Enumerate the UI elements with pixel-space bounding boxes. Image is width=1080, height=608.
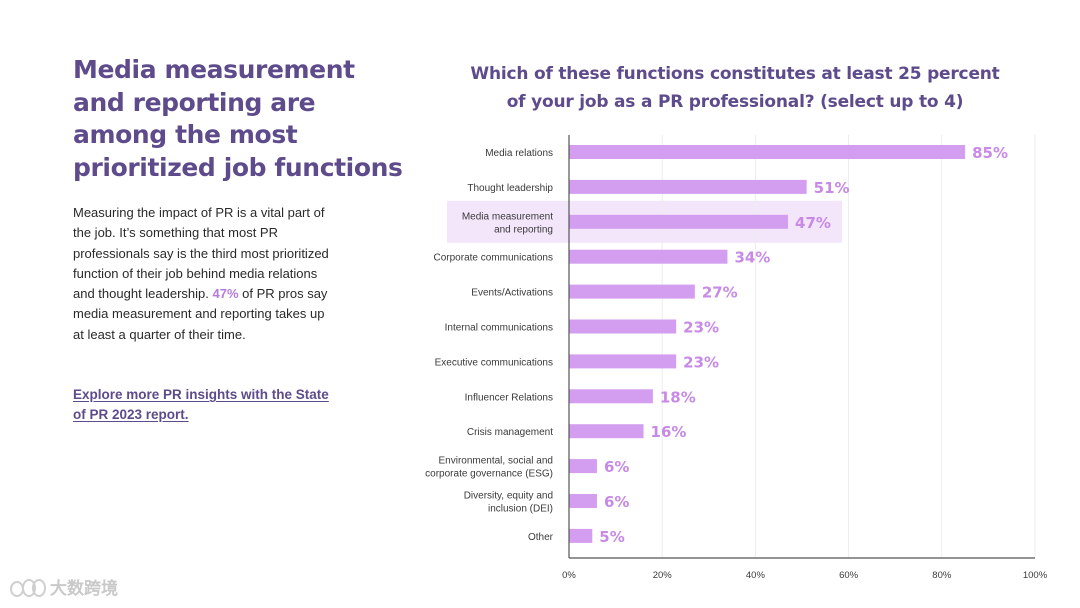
value-label-4: 27% — [702, 284, 738, 302]
category-label-5: Internal communications — [445, 323, 553, 334]
category-label-8: Crisis management — [467, 427, 553, 438]
category-label-0: Media relations — [485, 148, 553, 159]
category-label-11: Other — [528, 532, 554, 543]
category-label-3: Corporate communications — [434, 253, 554, 264]
value-label-7: 18% — [660, 388, 696, 406]
bar-3 — [569, 249, 728, 264]
category-label-9-line-1: corporate governance (ESG) — [425, 469, 553, 480]
chart-title: Which of these functions constitutes at … — [470, 64, 1000, 112]
value-label-8: 16% — [651, 423, 687, 441]
watermark-text: 大数跨境 — [50, 579, 118, 598]
bar-4 — [569, 284, 695, 299]
value-label-9: 6% — [604, 458, 629, 476]
state-of-pr-report-link[interactable]: Explore more PR insights with the State … — [73, 387, 329, 422]
body-text-part1: Measuring the impact of PR is a vital pa… — [73, 205, 329, 302]
category-label-4: Events/Activations — [471, 288, 553, 299]
body-paragraph: Measuring the impact of PR is a vital pa… — [73, 203, 335, 345]
bar-6 — [569, 354, 677, 369]
x-tick-label-60: 60% — [839, 570, 859, 581]
value-label-5: 23% — [683, 319, 719, 337]
value-label-2: 47% — [795, 214, 831, 232]
value-label-3: 34% — [734, 249, 770, 267]
page-headline: Media measurement and reporting are amon… — [73, 55, 403, 182]
body-text-part2: of PR pros say media measurement and rep… — [73, 286, 328, 342]
category-label-2-line-0: Media measurement — [462, 211, 553, 222]
x-tick-label-0: 0% — [562, 570, 576, 581]
bar-0 — [569, 145, 966, 159]
bar-7 — [569, 389, 653, 404]
value-label-1: 51% — [814, 179, 850, 197]
category-label-10-line-0: Diversity, equity and — [464, 491, 553, 502]
value-label-11: 5% — [599, 528, 624, 546]
bar-9 — [569, 459, 597, 474]
watermark-logo-icon — [10, 577, 46, 597]
bar-8 — [569, 424, 644, 439]
category-label-10-line-1: inclusion (DEI) — [488, 504, 553, 515]
bar-11 — [569, 528, 593, 543]
watermark: 大数跨境 — [10, 574, 118, 599]
value-label-6: 23% — [683, 353, 719, 371]
value-label-0: 85% — [972, 144, 1008, 162]
value-label-10: 6% — [604, 493, 629, 511]
category-label-9-line-0: Environmental, social and — [438, 456, 553, 467]
category-label-6: Executive communications — [435, 357, 553, 368]
bar-10 — [569, 494, 597, 508]
bar-2 — [569, 214, 789, 229]
bar-5 — [569, 319, 677, 334]
x-tick-label-100: 100% — [1023, 570, 1048, 581]
category-label-2-line-1: and reporting — [494, 224, 553, 235]
bar-1 — [569, 179, 807, 194]
category-label-1: Thought leadership — [467, 183, 553, 194]
x-tick-label-80: 80% — [932, 570, 952, 581]
x-tick-label-20: 20% — [653, 570, 673, 581]
body-highlight-stat: 47% — [212, 286, 239, 302]
category-label-7: Influencer Relations — [465, 392, 553, 403]
x-tick-label-40: 40% — [746, 570, 766, 581]
